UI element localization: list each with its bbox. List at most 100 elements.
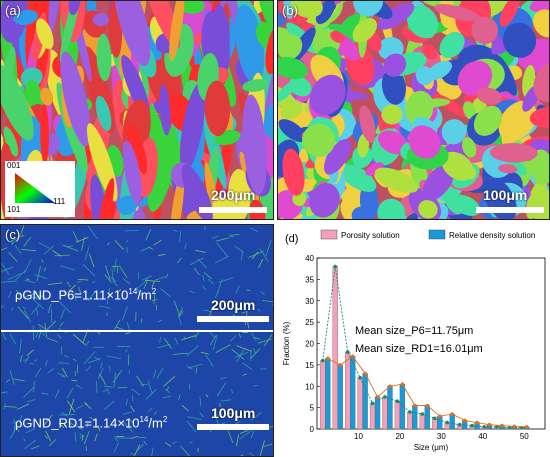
gnd-line — [214, 291, 219, 299]
gnd-line — [54, 389, 60, 399]
gnd-line — [242, 373, 247, 376]
grain — [92, 13, 110, 27]
series-point-1 — [375, 395, 380, 399]
gnd-line — [246, 289, 251, 291]
grain — [170, 173, 185, 219]
gnd-line — [43, 267, 46, 272]
grain — [278, 81, 296, 102]
gnd-line — [71, 379, 77, 382]
grain — [20, 67, 43, 88]
gnd-line — [23, 438, 26, 442]
gnd-line — [234, 245, 244, 253]
grain — [357, 133, 370, 158]
gnd-line — [1, 280, 17, 283]
gnd-line — [1, 305, 5, 309]
series-point-0 — [395, 399, 400, 404]
gnd-line — [36, 266, 41, 282]
gnd-line — [147, 380, 153, 394]
grain — [323, 139, 352, 175]
grain — [359, 105, 376, 143]
gnd-line — [153, 292, 156, 304]
series-point-1 — [363, 371, 367, 376]
gnd-line — [221, 421, 226, 425]
gnd-line — [153, 369, 157, 379]
grain — [533, 9, 549, 38]
gnd-line — [92, 280, 96, 284]
gnd-line — [228, 235, 235, 238]
bar-1 — [437, 416, 443, 430]
grain — [159, 84, 171, 136]
gnd-line — [60, 265, 76, 271]
grain-size-chart: (d) Porosity solution Relative density sol… — [277, 224, 550, 457]
gnd-line — [57, 334, 62, 339]
gnd-line — [81, 435, 84, 441]
gnd-line — [195, 367, 198, 374]
gnd-lower-density: ρGND_RD1=1.14×1014/m2 — [15, 415, 168, 431]
ipf-legend-001: 001 — [7, 161, 21, 170]
grain — [235, 4, 265, 85]
grain — [60, 51, 91, 147]
series-point-1 — [475, 420, 479, 425]
grain — [278, 34, 303, 60]
gnd-line — [99, 373, 107, 385]
gnd-line — [227, 430, 234, 444]
gnd-line — [212, 414, 227, 416]
grain — [242, 79, 269, 92]
gnd-line — [130, 405, 135, 413]
gnd-line — [164, 338, 172, 349]
gnd-line — [131, 395, 134, 402]
gnd-line — [117, 386, 128, 389]
gnd-line — [228, 234, 240, 236]
grain — [441, 151, 474, 181]
gnd-line — [187, 416, 202, 420]
gnd-line — [19, 355, 23, 363]
gnd-line — [248, 452, 255, 456]
grain — [315, 1, 335, 25]
chart-annotation-1: Mean size_RD1=16.01μm — [355, 343, 483, 355]
gnd-line — [209, 331, 215, 338]
gnd-line — [184, 243, 187, 250]
gnd-line — [63, 289, 66, 295]
gnd-line — [151, 280, 155, 289]
gnd-line — [75, 384, 83, 389]
gnd-line — [72, 231, 79, 243]
gnd-line — [11, 307, 14, 311]
grain — [290, 1, 323, 18]
gnd-line — [5, 406, 17, 408]
y-tick-label: 0 — [310, 425, 315, 434]
gnd-line — [145, 229, 152, 241]
series-point-0 — [358, 375, 362, 380]
series-point-0 — [420, 412, 425, 416]
gnd-lower-scalebar — [197, 424, 269, 430]
gnd-line — [220, 399, 231, 402]
gnd-line — [231, 349, 245, 360]
gnd-line — [2, 332, 7, 340]
gnd-line — [127, 354, 130, 366]
gnd-line — [122, 411, 132, 415]
gnd-line — [155, 276, 166, 281]
gnd-line — [1, 247, 8, 251]
gnd-line — [216, 242, 228, 257]
gnd-line — [250, 227, 259, 232]
gnd-line — [215, 237, 229, 242]
gnd-line — [61, 367, 68, 378]
gnd-line — [220, 376, 227, 380]
grain — [90, 174, 109, 219]
gnd-line — [177, 257, 182, 264]
series-point-1 — [325, 356, 330, 361]
gnd-line — [252, 347, 257, 354]
grain — [533, 62, 549, 102]
gnd-line — [41, 259, 44, 263]
series-point-1 — [462, 418, 467, 423]
series-point-0 — [408, 410, 412, 414]
gnd-line — [235, 285, 240, 294]
gnd-line — [59, 321, 64, 327]
gnd-line — [257, 308, 261, 312]
gnd-line — [166, 386, 170, 391]
gnd-line — [203, 309, 212, 313]
gnd-line — [241, 310, 248, 314]
ipf-map-b: (b) 100μm — [277, 0, 550, 220]
gnd-line — [179, 230, 182, 243]
grain — [441, 183, 463, 215]
grain — [476, 87, 502, 105]
